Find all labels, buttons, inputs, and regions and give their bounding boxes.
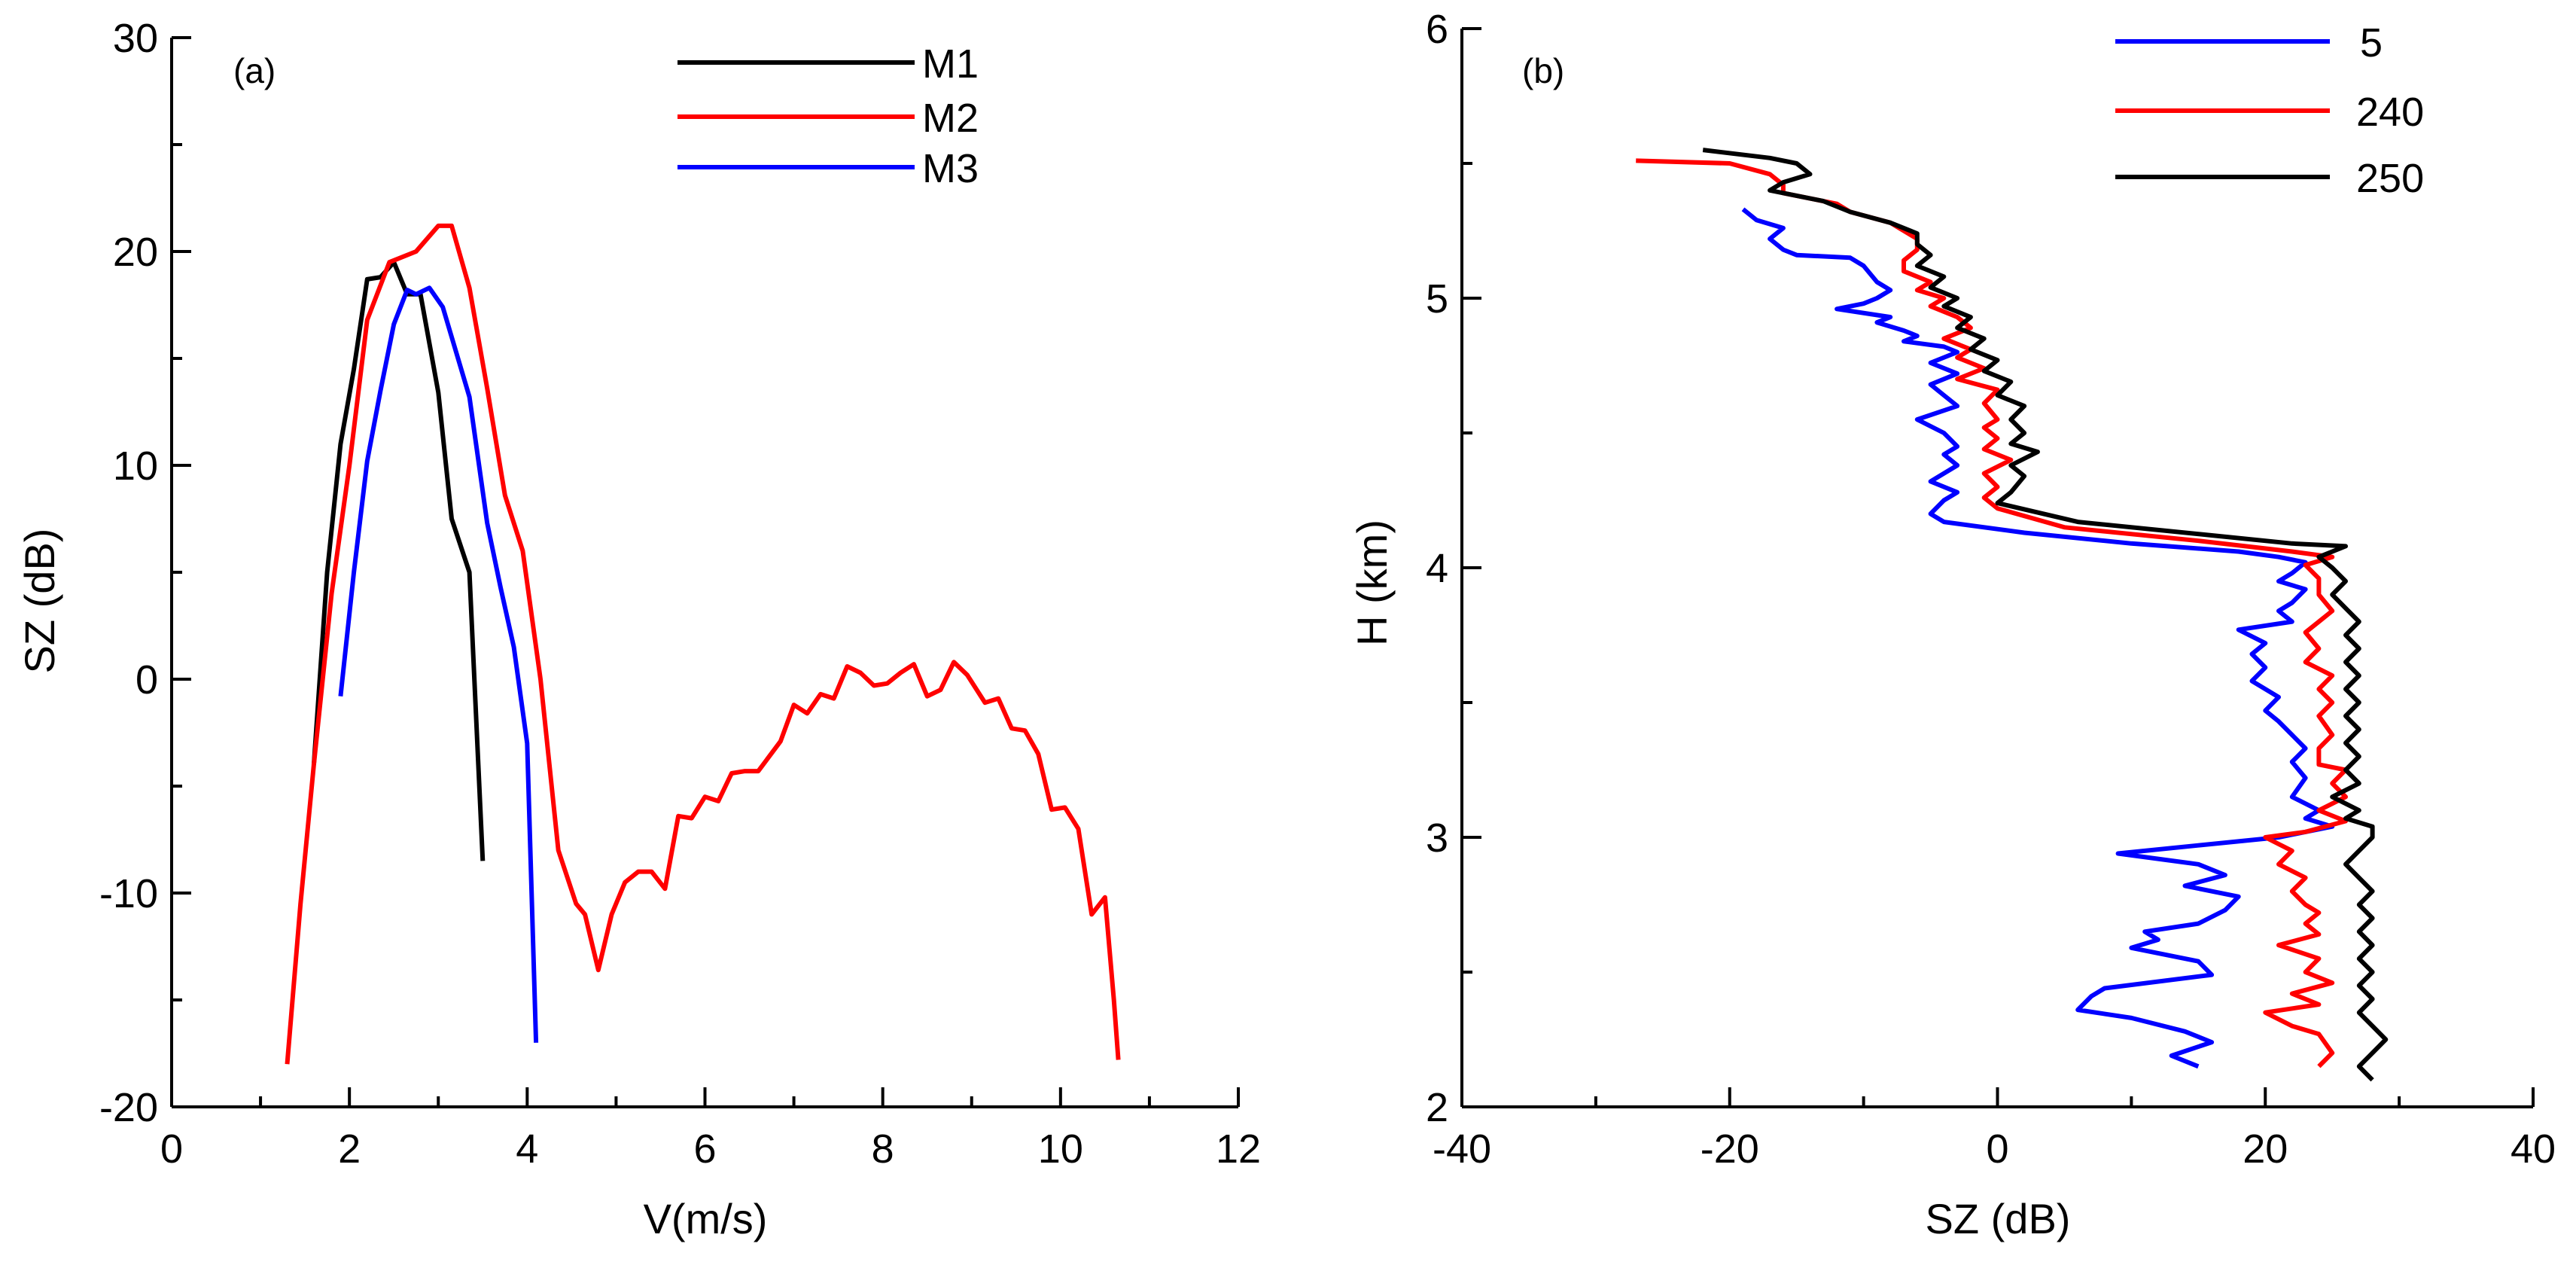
panel-a-ytick-label: 0 bbox=[135, 657, 158, 703]
panel-b-legend: 5 240 250 bbox=[2115, 20, 2424, 201]
panel-a-xtick-label: 2 bbox=[338, 1126, 361, 1172]
panel-a-ytick-label: -20 bbox=[99, 1085, 158, 1130]
panel-a-xtick-label: 6 bbox=[693, 1126, 716, 1172]
panel-b-xtick-label: 40 bbox=[2511, 1126, 2556, 1172]
panel-a-label: (a) bbox=[233, 51, 276, 90]
panel-a-legend: M1 M2 M3 bbox=[677, 41, 979, 191]
panel-a-ylabel: SZ (dB) bbox=[16, 529, 63, 674]
panel-b-xtick-label: -40 bbox=[1433, 1126, 1491, 1172]
panel-a: 0 2 4 6 8 10 12 -20 -10 0 10 20 30 (a) V(m/s) SZ (dB… bbox=[16, 16, 1261, 1242]
panel-b-xtick-label: -20 bbox=[1701, 1126, 1759, 1172]
legend-m1-label: M1 bbox=[922, 41, 979, 87]
panel-b-ytick-label: 2 bbox=[1426, 1085, 1448, 1130]
panel-a-xtick-label: 10 bbox=[1038, 1126, 1083, 1172]
panel-a-axes: 0 2 4 6 8 10 12 -20 -10 0 10 20 30 bbox=[99, 16, 1261, 1172]
panel-a-xtick-label: 12 bbox=[1216, 1126, 1261, 1172]
panel-a-ytick-label: 20 bbox=[113, 230, 158, 275]
panel-a-ytick-label: 10 bbox=[113, 444, 158, 489]
panel-a-series bbox=[285, 223, 1121, 1065]
panel-a-ytick-label: -10 bbox=[99, 871, 158, 916]
panel-b-ytick-label: 3 bbox=[1426, 815, 1448, 861]
panel-a-series-m2 bbox=[285, 223, 1121, 1065]
panel-b-axes: -40 -20 0 20 40 2 3 4 5 6 bbox=[1426, 7, 2556, 1172]
panel-b-ytick-label: 6 bbox=[1426, 7, 1448, 52]
panel-b-series-5 bbox=[1741, 207, 2335, 1069]
panel-b-xtick-label: 20 bbox=[2243, 1126, 2288, 1172]
panel-b: -40 -20 0 20 40 2 3 4 5 6 (b) SZ (dB) H (km) 5 24… bbox=[1348, 7, 2556, 1242]
legend-m3-label: M3 bbox=[922, 146, 979, 191]
panel-a-xlabel: V(m/s) bbox=[644, 1195, 768, 1242]
panel-b-xlabel: SZ (dB) bbox=[1926, 1195, 2071, 1242]
panel-a-series-m3 bbox=[338, 285, 539, 1043]
panel-b-ytick-label: 4 bbox=[1426, 546, 1448, 591]
panel-a-xtick-label: 0 bbox=[160, 1126, 183, 1172]
panel-b-series-240 bbox=[1636, 158, 2348, 1068]
panel-b-xtick-label: 0 bbox=[1986, 1126, 2008, 1172]
legend-5-label: 5 bbox=[2360, 20, 2383, 66]
panel-b-ylabel: H (km) bbox=[1348, 520, 1396, 646]
legend-m2-label: M2 bbox=[922, 96, 979, 141]
legend-240-label: 240 bbox=[2356, 90, 2424, 135]
panel-b-series-250 bbox=[1702, 148, 2389, 1082]
panel-b-label: (b) bbox=[1522, 51, 1564, 90]
legend-250-label: 250 bbox=[2356, 156, 2424, 201]
panel-a-xtick-label: 4 bbox=[516, 1126, 538, 1172]
panel-a-xtick-label: 8 bbox=[872, 1126, 894, 1172]
panel-a-ytick-label: 30 bbox=[113, 16, 158, 61]
panel-b-series bbox=[1636, 148, 2389, 1082]
panel-b-ytick-label: 5 bbox=[1426, 276, 1448, 322]
